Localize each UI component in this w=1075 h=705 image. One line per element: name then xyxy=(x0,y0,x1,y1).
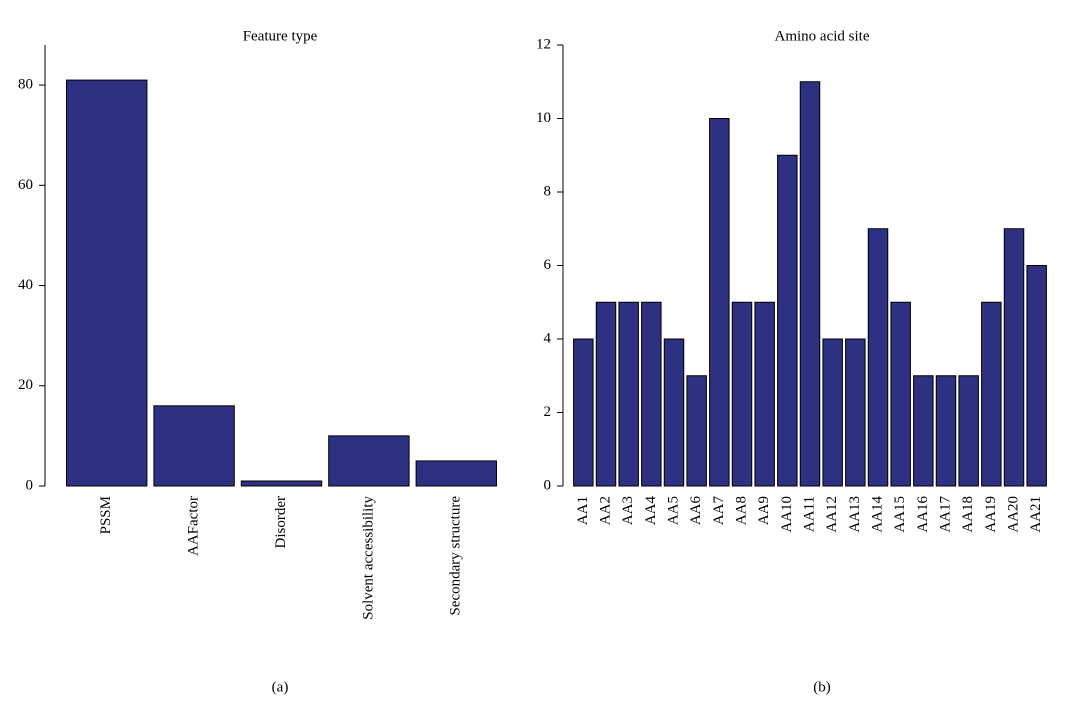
y-tick-label: 6 xyxy=(544,257,552,273)
bar xyxy=(415,460,498,487)
x-tick-label: AA15 xyxy=(892,496,908,533)
bar xyxy=(822,338,843,487)
bar xyxy=(686,375,707,487)
bar xyxy=(709,118,730,487)
bar xyxy=(240,480,323,487)
y-tick-label: 8 xyxy=(544,183,552,199)
y-tick-label: 0 xyxy=(544,477,552,493)
x-tick-label: AA19 xyxy=(983,496,999,533)
x-tick-label: AA3 xyxy=(620,496,636,525)
x-tick-label: Solvent accessibility xyxy=(360,496,376,620)
x-tick-label: AA13 xyxy=(847,496,863,533)
x-tick-label: AA11 xyxy=(801,496,817,532)
x-tick-label: AA20 xyxy=(1005,496,1021,533)
bar xyxy=(890,301,911,487)
x-tick-label: AA6 xyxy=(688,496,704,526)
bar xyxy=(731,301,753,487)
bar xyxy=(65,79,148,487)
bar xyxy=(153,405,235,487)
x-tick-label: AAFactor xyxy=(186,496,202,556)
y-tick-label: 10 xyxy=(536,110,551,126)
x-tick-label: AA9 xyxy=(756,496,772,525)
bar xyxy=(618,301,639,487)
y-tick-label: 40 xyxy=(18,277,33,293)
x-tick-label: AA1 xyxy=(575,496,591,525)
y-tick-label: 60 xyxy=(18,177,33,193)
bar xyxy=(754,301,775,487)
x-tick-label: AA2 xyxy=(597,496,613,525)
caption: (b) xyxy=(813,679,831,695)
bar xyxy=(663,338,685,487)
y-tick-label: 4 xyxy=(544,330,552,346)
chart-title: Feature type xyxy=(243,28,318,44)
bar xyxy=(777,154,798,487)
bar xyxy=(981,301,1002,487)
bar xyxy=(935,375,957,487)
y-tick-label: 0 xyxy=(26,477,34,493)
x-tick-label: AA12 xyxy=(824,496,840,533)
y-tick-label: 12 xyxy=(536,36,551,52)
bar xyxy=(573,338,594,487)
x-tick-label: AA18 xyxy=(960,496,976,533)
bar xyxy=(1026,265,1047,487)
caption: (a) xyxy=(272,679,289,695)
bar xyxy=(845,338,866,487)
bar xyxy=(867,228,889,487)
bar xyxy=(799,81,821,487)
bar xyxy=(1003,228,1025,487)
x-tick-label: AA5 xyxy=(665,496,681,525)
y-tick-label: 2 xyxy=(544,404,552,420)
bar xyxy=(595,301,617,487)
x-tick-label: AA21 xyxy=(1028,496,1044,533)
bar xyxy=(328,435,410,487)
bar xyxy=(913,375,934,487)
y-tick-label: 80 xyxy=(18,77,33,93)
x-tick-label: AA17 xyxy=(937,496,953,533)
x-tick-label: AA7 xyxy=(711,496,727,526)
x-tick-label: AA8 xyxy=(733,496,749,525)
x-tick-label: PSSM xyxy=(98,496,114,534)
x-tick-label: Secondary structure xyxy=(448,496,464,616)
y-tick-label: 20 xyxy=(18,377,33,393)
x-tick-label: AA16 xyxy=(915,496,931,533)
bar xyxy=(958,375,979,487)
chart-title: Amino acid site xyxy=(775,28,870,44)
bar xyxy=(641,301,662,487)
x-tick-label: AA4 xyxy=(643,496,659,526)
x-tick-label: AA14 xyxy=(869,496,885,533)
x-tick-label: AA10 xyxy=(779,496,795,533)
x-tick-label: Disorder xyxy=(273,496,289,549)
